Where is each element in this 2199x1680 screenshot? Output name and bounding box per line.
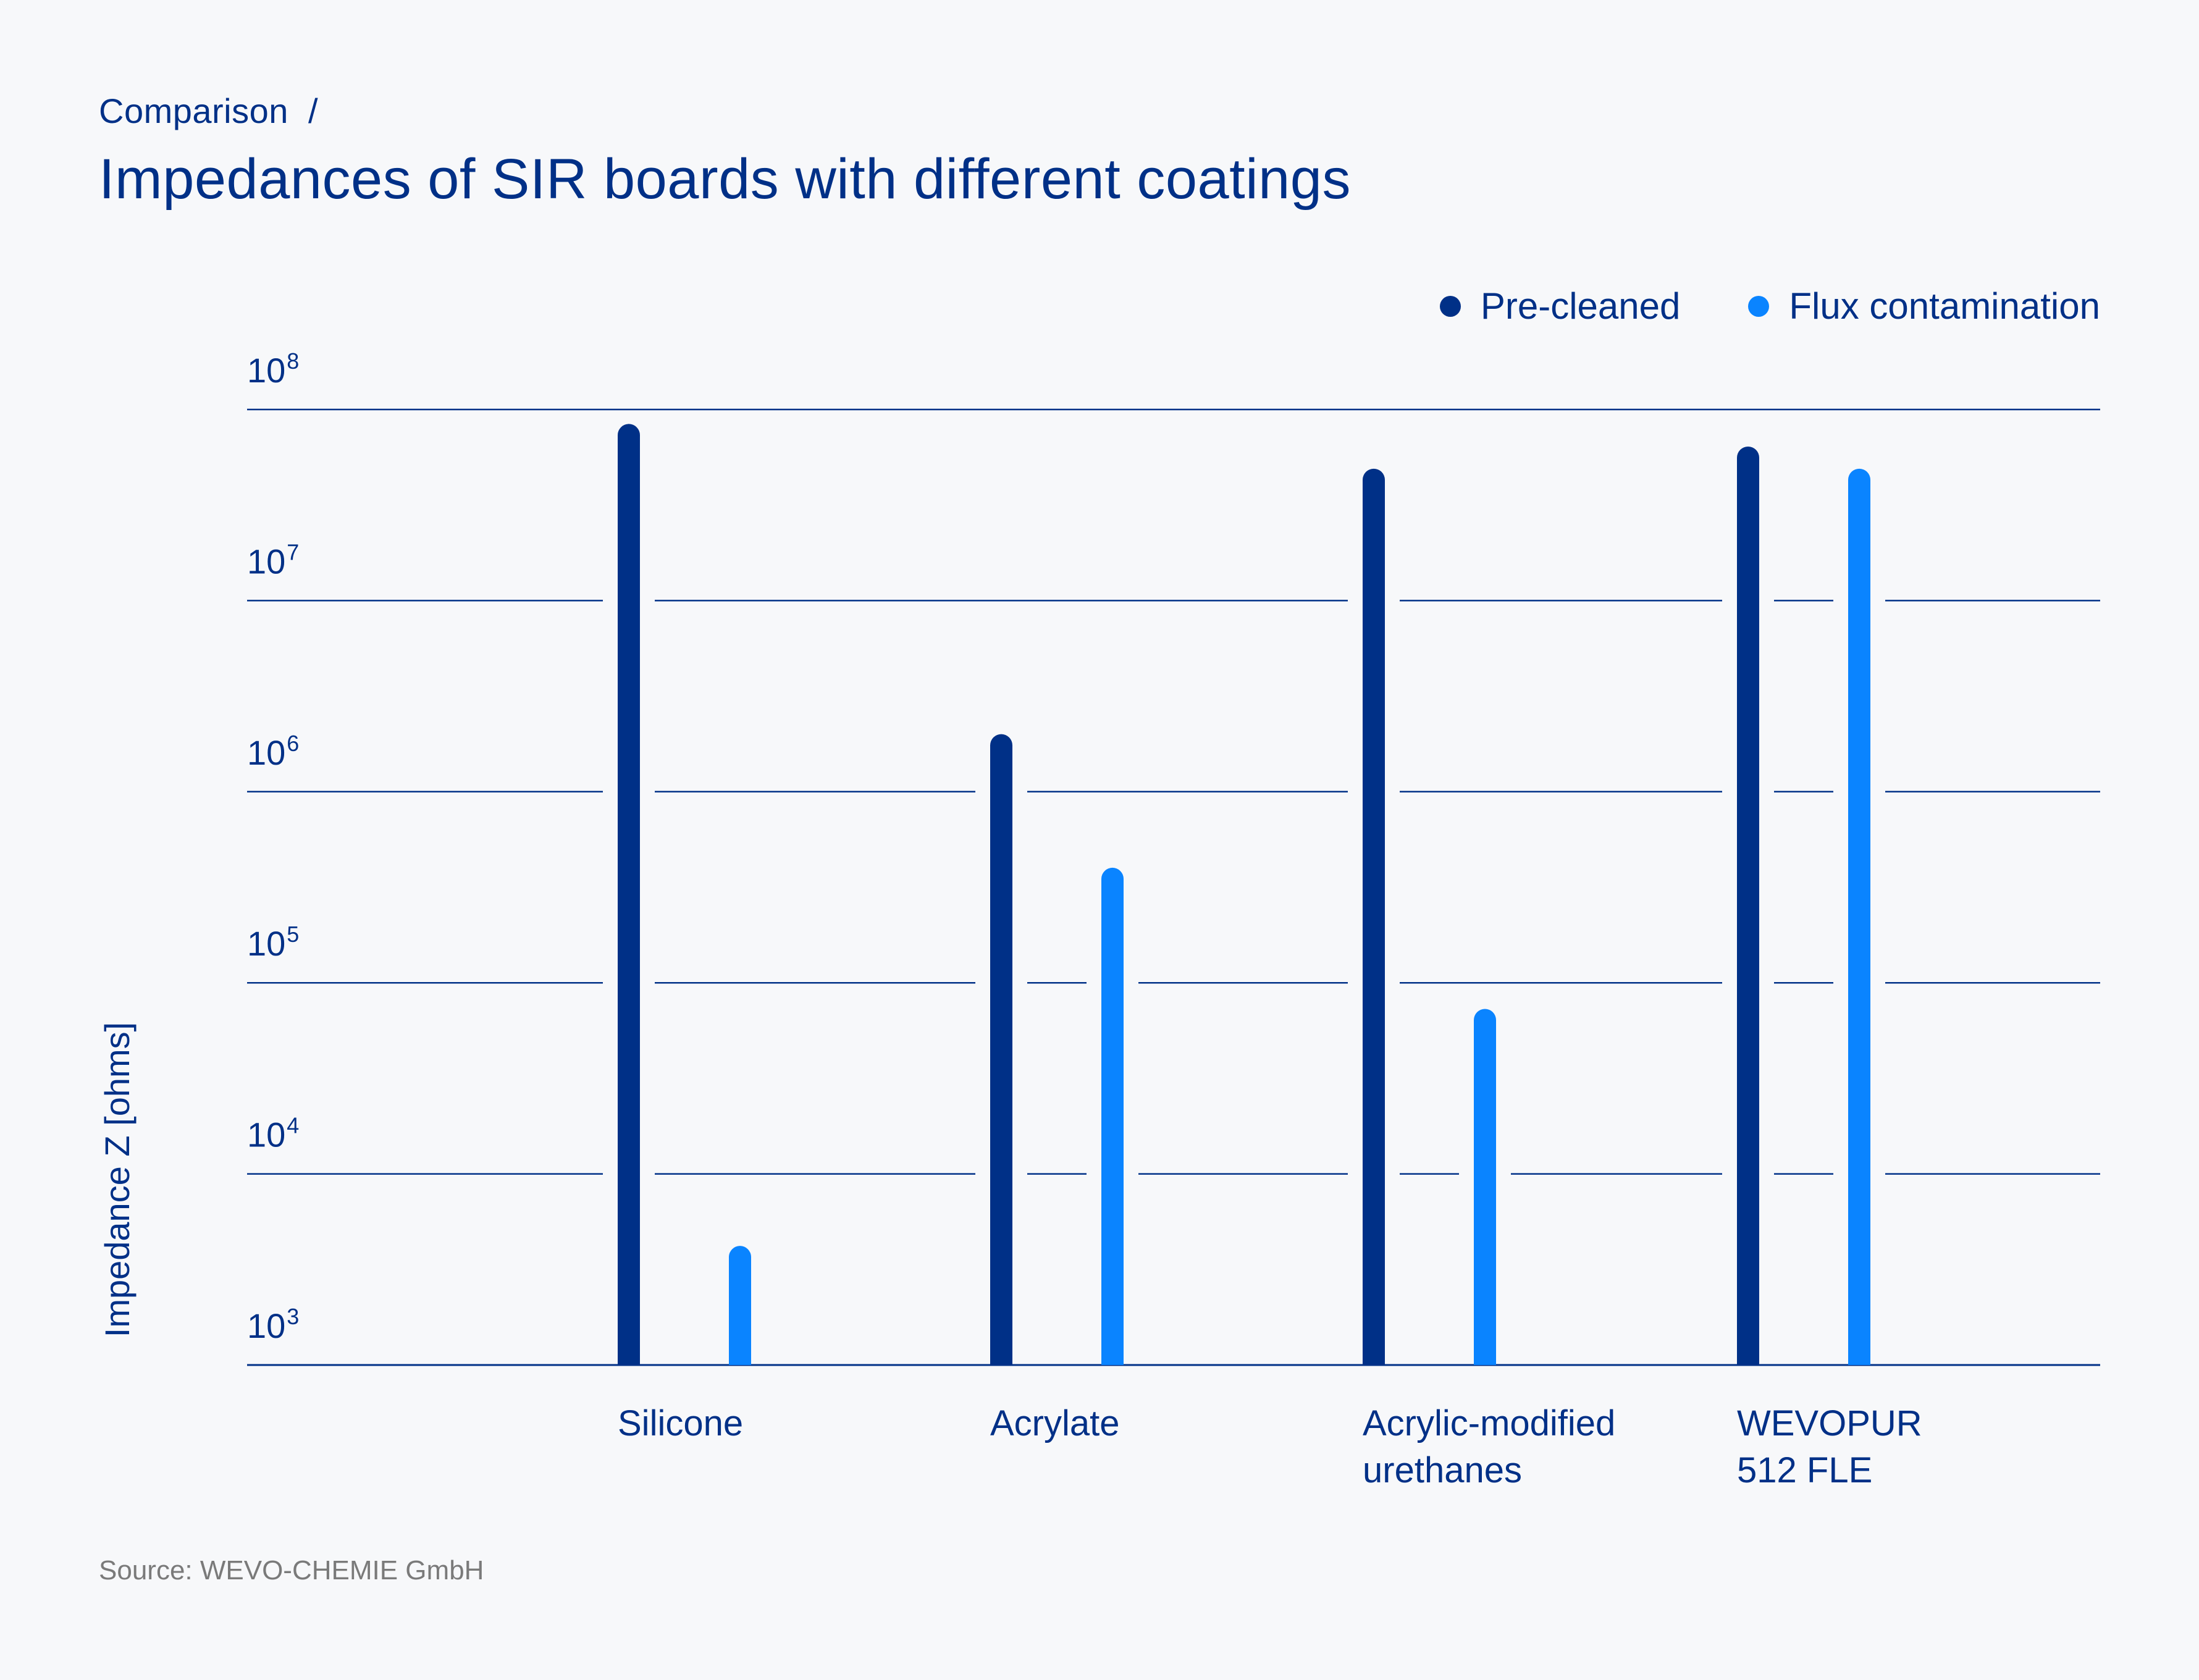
bar-flux-contamination: [1848, 468, 1870, 1366]
bar-pre-cleaned: [1363, 468, 1385, 1366]
y-tick-exponent: 3: [287, 1304, 299, 1329]
bar-pre-cleaned: [1737, 446, 1759, 1365]
bar-pre-cleaned: [990, 734, 1012, 1365]
y-tick-label: 105: [247, 922, 299, 963]
legend-item-pre-cleaned: Pre-cleaned: [1439, 285, 1681, 327]
x-category-label-line: Silicone: [618, 1403, 743, 1443]
y-tick-exponent: 6: [287, 731, 299, 756]
chart-title: Impedances of SIR boards with different …: [99, 148, 1351, 211]
breadcrumb: Comparison /: [99, 91, 319, 130]
y-tick-exponent: 4: [287, 1113, 299, 1138]
bar-flux-contamination: [1101, 867, 1124, 1365]
y-tick-exponent: 8: [287, 348, 299, 374]
bar-flux-contamination: [1474, 1009, 1496, 1365]
bar-pre-cleaned: [618, 424, 640, 1365]
y-tick-exponent: 7: [287, 539, 299, 565]
y-tick-label: 106: [247, 731, 299, 772]
legend-marker-pre-cleaned: [1439, 296, 1461, 317]
x-category-label-line: Acrylate: [990, 1403, 1120, 1443]
x-category-label: Acrylic-modified urethanes: [1363, 1403, 1615, 1490]
legend: Pre-cleaned Flux contamination: [1439, 285, 2100, 327]
y-tick-label: 107: [247, 539, 299, 581]
x-category-label-line: 512 FLE: [1737, 1450, 1872, 1490]
bar-flux-contamination: [729, 1246, 751, 1365]
x-category-label-line: Acrylic-modified: [1363, 1403, 1615, 1443]
legend-label: Flux contamination: [1789, 285, 2100, 327]
x-category-label: Acrylate: [990, 1403, 1120, 1443]
legend-marker-flux-contamination: [1748, 296, 1770, 317]
y-tick-label: 104: [247, 1113, 299, 1154]
x-category-label: Silicone: [618, 1403, 743, 1443]
legend-label: Pre-cleaned: [1480, 285, 1681, 327]
x-category-label-line: urethanes: [1363, 1450, 1522, 1490]
y-tick-exponent: 5: [287, 922, 299, 947]
x-category-label-line: WEVOPUR: [1737, 1403, 1922, 1443]
y-tick-label: 103: [247, 1304, 299, 1345]
source-note: Source: WEVO-CHEMIE GmbH: [99, 1555, 484, 1586]
legend-item-flux-contamination: Flux contamination: [1748, 288, 2100, 325]
x-category-label: WEVOPUR 512 FLE: [1737, 1403, 1922, 1490]
y-tick-label: 108: [247, 348, 299, 390]
